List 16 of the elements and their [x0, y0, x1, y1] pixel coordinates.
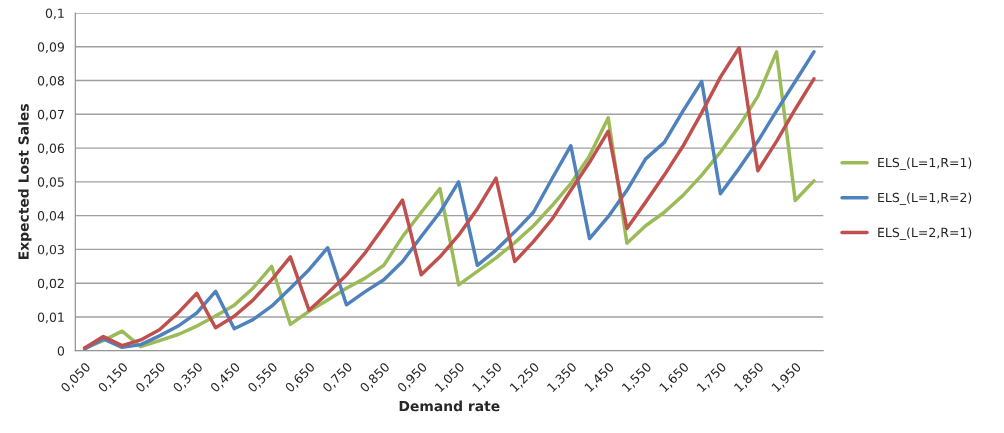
y-tick-label: 0,03	[37, 244, 64, 256]
x-axis-title: Demand rate	[399, 400, 500, 412]
y-tick-label: 0,1	[45, 8, 64, 20]
y-tick-label: 0,01	[37, 312, 64, 324]
y-tick-label: 0,09	[37, 42, 64, 53]
legend-label: ELS_(L=2,R=1)	[878, 227, 972, 240]
y-tick-label: 0,06	[37, 143, 65, 155]
y-tick-label: 0	[57, 346, 65, 356]
y-tick-label: 0,07	[37, 109, 64, 121]
y-tick-label: 0,02	[37, 278, 64, 290]
y-tick-label: 0,08	[37, 76, 65, 87]
y-tick-label: 0,05	[37, 177, 64, 189]
y-axis-title: Expected Lost Sales	[18, 104, 32, 259]
legend-label: ELS_(L=1,R=2)	[878, 192, 972, 205]
legend-label: ELS_(L=1,R=1)	[878, 157, 972, 171]
y-tick-label: 0,04	[37, 211, 65, 222]
